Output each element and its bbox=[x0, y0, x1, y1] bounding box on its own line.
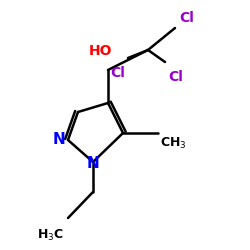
Text: Cl: Cl bbox=[179, 11, 194, 25]
Text: HO: HO bbox=[88, 44, 112, 58]
Text: N: N bbox=[87, 156, 100, 170]
Text: N: N bbox=[52, 132, 65, 148]
Text: CH$_3$: CH$_3$ bbox=[160, 136, 187, 151]
Text: H$_3$C: H$_3$C bbox=[37, 228, 64, 243]
Text: Cl: Cl bbox=[110, 66, 125, 80]
Text: Cl: Cl bbox=[168, 70, 183, 84]
